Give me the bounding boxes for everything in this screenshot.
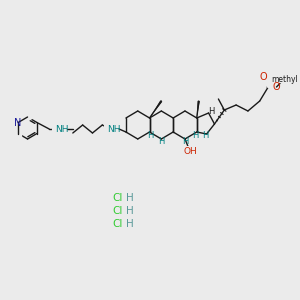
Text: O: O — [273, 82, 280, 92]
Text: H: H — [147, 130, 154, 140]
Text: methyl: methyl — [271, 74, 298, 83]
Text: Cl: Cl — [113, 206, 123, 216]
Text: O: O — [260, 72, 268, 82]
Text: H: H — [126, 206, 134, 216]
Text: H: H — [208, 106, 215, 116]
Text: Cl: Cl — [113, 219, 123, 229]
Text: Cl: Cl — [113, 193, 123, 203]
Polygon shape — [149, 100, 162, 118]
Text: N: N — [14, 118, 22, 128]
Text: H: H — [158, 137, 164, 146]
Text: H: H — [126, 193, 134, 203]
Text: H: H — [126, 219, 134, 229]
Text: H: H — [193, 130, 199, 140]
Text: H: H — [202, 131, 209, 140]
Text: H: H — [182, 137, 188, 146]
Polygon shape — [197, 101, 200, 118]
Text: NH: NH — [107, 124, 121, 134]
Text: NH: NH — [55, 124, 69, 134]
Text: OH: OH — [184, 148, 198, 157]
